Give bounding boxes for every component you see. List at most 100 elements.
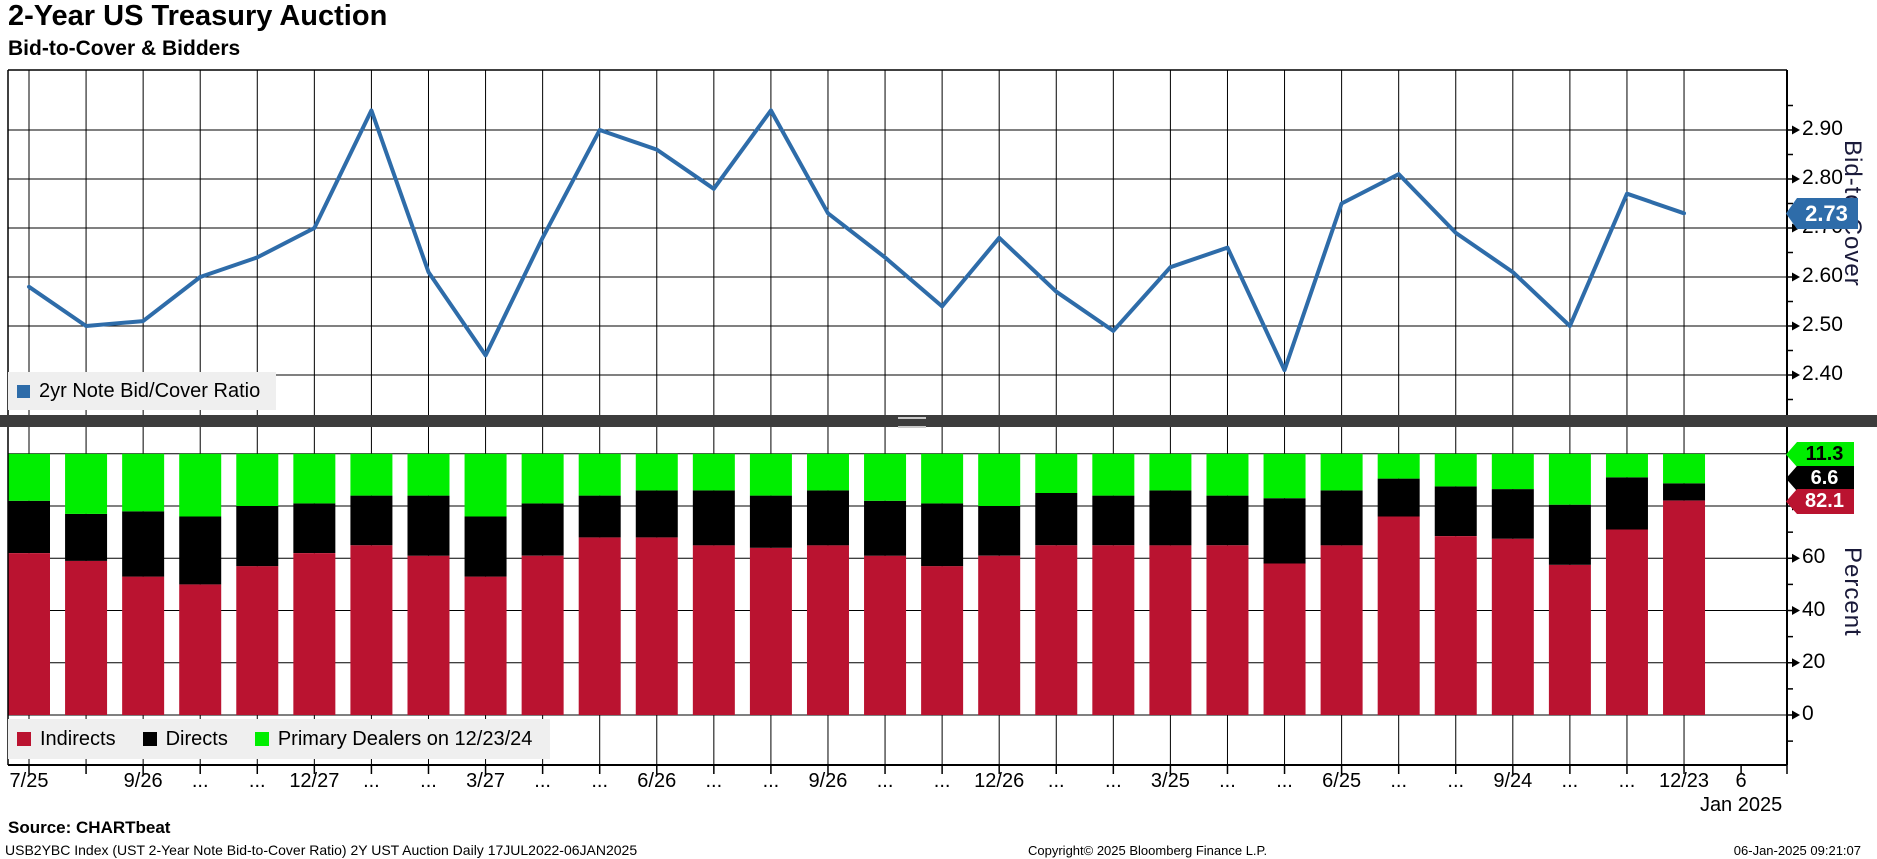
line-legend-swatch [17, 384, 30, 398]
bar-segment-primary-dealers [521, 453, 564, 504]
bar-segment-directs [236, 506, 279, 567]
timestamp-label: 06-Jan-2025 09:21:07 [1733, 843, 1861, 858]
bar-segment-directs [978, 506, 1021, 556]
bar-segment-primary-dealers [806, 453, 849, 491]
bar-segment-indirects [1605, 529, 1648, 715]
bar-segment-primary-dealers [635, 453, 678, 491]
bar-segment-directs [8, 500, 50, 553]
bar-segment-indirects [350, 545, 393, 715]
bar-segment-primary-dealers [179, 453, 222, 517]
bar-segment-indirects [1035, 545, 1078, 715]
x-tick-label: ... [591, 770, 609, 792]
bar-segment-directs [1206, 495, 1249, 546]
bar-segment-indirects [749, 547, 792, 715]
copyright-label: Copyright© 2025 Bloomberg Finance L.P. [1028, 843, 1268, 858]
top-y-axis-ticks [1787, 104, 1800, 401]
bar-segment-directs [1605, 477, 1648, 530]
bar-segment-directs [407, 495, 450, 556]
bar-segment-directs [806, 490, 849, 546]
bar-segment-directs [1663, 483, 1706, 501]
bar-segment-primary-dealers [921, 453, 964, 504]
top-y-tick-label: 2.60 [1802, 264, 1843, 287]
bar-segment-directs [350, 495, 393, 546]
bar-segment-indirects [1206, 545, 1249, 715]
line-legend-label: 2yr Note Bid/Cover Ratio [39, 379, 261, 402]
bar-segment-directs [122, 511, 165, 577]
bar-segment-indirects [293, 553, 336, 715]
legend-item-primary-dealers[interactable]: Primary Dealers on 12/23/24 [254, 728, 532, 751]
x-tick-label: ... [705, 770, 723, 792]
bar-segment-indirects [1320, 545, 1363, 715]
bar-segment-indirects [236, 566, 279, 715]
x-tick-label: ... [1561, 770, 1579, 792]
bar-segment-directs [65, 513, 108, 561]
bar-segment-directs [1320, 490, 1363, 546]
directs-swatch [142, 732, 157, 746]
x-tick-label: ... [876, 770, 894, 792]
bar-segment-directs [521, 503, 564, 556]
bar-segment-directs [578, 495, 621, 538]
bar-segment-indirects [122, 576, 165, 715]
bar-segment-primary-dealers [1491, 453, 1534, 490]
x-tick-label: 3/25 [1150, 770, 1190, 792]
bar-segment-primary-dealers [1377, 453, 1420, 479]
bottom-y-tick-label: 60 [1802, 545, 1826, 569]
x-tick-label: 6 [1735, 770, 1747, 792]
panel-divider-handle[interactable] [898, 417, 926, 428]
bar-segment-indirects [1377, 516, 1420, 715]
bar-segment-primary-dealers [8, 453, 50, 501]
bar-segment-indirects [921, 566, 964, 715]
bottom-axis-title: Percent [1839, 547, 1866, 637]
x-tick-label: ... [248, 770, 266, 792]
line-legend[interactable]: 2yr Note Bid/Cover Ratio [8, 372, 277, 410]
x-tick-label: ... [534, 770, 551, 792]
bar-segment-primary-dealers [1663, 453, 1706, 484]
panel-divider [0, 415, 1877, 428]
bar-segment-primary-dealers [1434, 453, 1477, 487]
bar-segment-directs [293, 503, 336, 553]
bar-segment-indirects [464, 576, 507, 715]
bar-segment-indirects [578, 537, 621, 715]
x-tick-label: 7/25 [9, 770, 49, 792]
x-tick-label: ... [762, 770, 780, 792]
bar-segment-directs [1149, 490, 1192, 546]
legend-item-directs[interactable]: Directs [142, 728, 228, 751]
bar-segment-directs [921, 503, 964, 567]
last-indirects-badge: 82.1 [1786, 489, 1854, 514]
last-primary-dealers-badge: 11.3 [1786, 442, 1854, 467]
x-tick-label: ... [1618, 770, 1636, 792]
x-axis-sub-label: Jan 2025 [1699, 794, 1783, 816]
bar-segment-indirects [1149, 545, 1192, 715]
source-label: Source: CHARTbeat [8, 818, 171, 837]
x-tick-label: ... [191, 770, 209, 792]
bar-segment-indirects [692, 545, 735, 715]
bar-segment-primary-dealers [65, 453, 108, 514]
bar-segment-primary-dealers [692, 453, 735, 491]
bar-segment-primary-dealers [749, 453, 792, 496]
bar-segment-directs [1263, 498, 1306, 564]
bar-segment-directs [464, 516, 507, 577]
bar-segment-primary-dealers [122, 453, 165, 512]
x-axis-ticks [28, 765, 1788, 774]
bar-segment-primary-dealers [864, 453, 907, 501]
bar-segment-indirects [179, 584, 222, 715]
chart-description: USB2YBC Index (UST 2-Year Note Bid-to-Co… [5, 842, 638, 858]
bar-segment-indirects [635, 537, 678, 715]
x-tick-label: ... [1447, 770, 1465, 792]
bar-segment-directs [1035, 493, 1078, 546]
page-subtitle: Bid-to-Cover & Bidders [8, 37, 241, 60]
bar-segment-indirects [978, 555, 1021, 715]
bar-segment-primary-dealers [1548, 453, 1591, 505]
top-y-tick-label: 2.40 [1802, 362, 1843, 385]
bar-segment-indirects [65, 560, 108, 715]
bar-segment-primary-dealers [1035, 453, 1078, 493]
x-tick-label: 9/26 [123, 770, 163, 792]
x-tick-label: 6/25 [1322, 770, 1362, 792]
last-bid-cover-badge: 2.73 [1786, 198, 1858, 229]
legend-item-indirects[interactable]: Indirects [17, 728, 116, 751]
bar-segment-directs [692, 490, 735, 546]
bottom-y-tick-label: 0 [1802, 702, 1814, 725]
bar-segment-directs [635, 490, 678, 538]
